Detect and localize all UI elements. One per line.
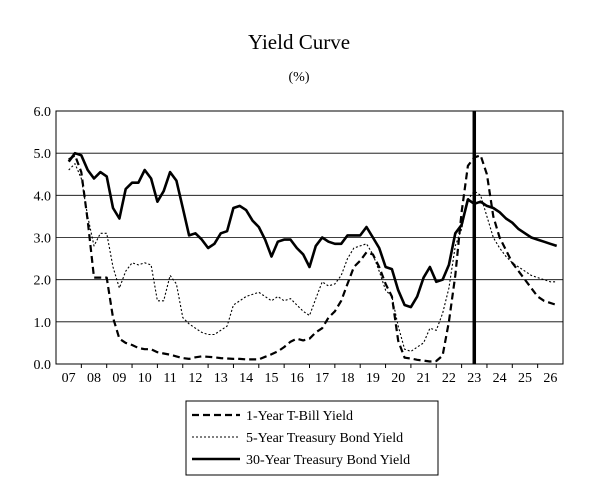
y-tick-label: 3.0 <box>34 232 52 247</box>
x-tick-label: 20 <box>391 371 405 386</box>
x-tick-label: 23 <box>467 371 481 386</box>
x-tick-label: 12 <box>188 371 202 386</box>
y-tick-label: 1.0 <box>34 316 52 331</box>
x-tick-label: 14 <box>239 371 253 386</box>
x-tick-label: 24 <box>493 371 507 386</box>
x-tick-label: 17 <box>315 371 329 386</box>
x-tick-label: 18 <box>341 371 355 386</box>
grid-layer <box>56 152 563 323</box>
x-tick-label: 10 <box>138 371 152 386</box>
x-tick-label: 13 <box>214 371 228 386</box>
legend: 1-Year T-Bill Yield 5-Year Treasury Bond … <box>185 400 439 476</box>
y-tick-label: 6.0 <box>34 105 52 120</box>
x-tick-label: 21 <box>417 371 431 386</box>
legend-label: 30-Year Treasury Bond Yield <box>246 453 410 468</box>
x-tick-label: 16 <box>290 371 304 386</box>
series-layer <box>67 111 558 364</box>
y-tick-label: 4.0 <box>34 189 52 204</box>
x-tick-label: 15 <box>264 371 278 386</box>
x-tick-label: 22 <box>442 371 456 386</box>
legend-box <box>185 400 439 476</box>
x-tick-label: 09 <box>112 371 126 386</box>
x-tick-label: 26 <box>543 371 557 386</box>
x-tick-label: 25 <box>518 371 532 386</box>
x-tick-label: 07 <box>62 371 76 386</box>
x-tick-label: 08 <box>87 371 101 386</box>
x-tick-label: 19 <box>366 371 380 386</box>
axis-layer: 0.0 1.0 2.0 3.0 4.0 5.0 6.0 07 08 09 10 11 12 13 14 15 1… <box>34 105 564 386</box>
chart-title: Yield Curve <box>247 30 351 54</box>
series-line-solid <box>67 151 558 309</box>
y-tick-label: 5.0 <box>34 147 52 162</box>
y-tick-label: 2.0 <box>34 274 52 289</box>
legend-label: 1-Year T-Bill Yield <box>246 409 353 424</box>
legend-label: 5-Year Treasury Bond Yield <box>246 431 403 446</box>
chart-subtitle: (%) <box>288 70 310 85</box>
x-tick-label: 11 <box>163 371 176 386</box>
y-tick-label: 0.0 <box>34 358 52 373</box>
